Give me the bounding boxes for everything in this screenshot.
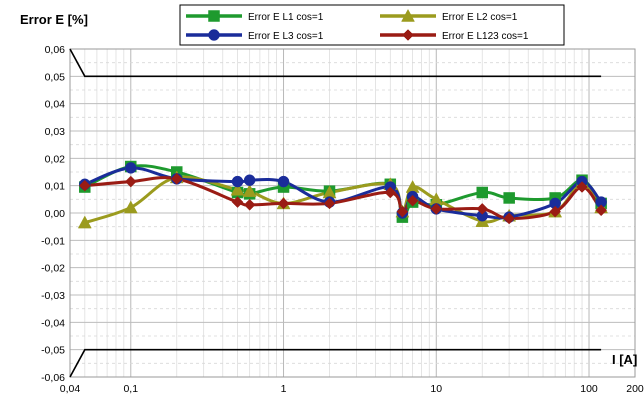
x-tick-label: 200 [626,383,644,395]
data-point-series-4 [595,204,607,217]
data-point-series-4 [549,205,561,218]
data-point-series-3 [231,175,244,188]
x-tick-label: 1 [281,383,287,395]
y-tick-label: -0,05 [41,345,65,357]
data-point-series-1 [503,192,515,204]
legend-box [179,4,565,46]
data-point-series-4 [406,194,419,207]
data-point-series-2 [123,200,138,214]
legend-swatch-marker [208,10,220,22]
limit-lines [69,48,602,378]
data-point-series-4 [231,196,244,208]
x-tick-label: 0,04 [60,383,81,395]
legend-label: Error E L123 cos=1 [442,31,529,42]
data-point-series-4 [277,197,290,210]
y-tick-label: -0,03 [41,290,65,302]
data-point-series-4 [430,203,443,215]
y-tick-label: -0,04 [41,317,65,329]
y-tick-label: 0,02 [45,153,66,165]
limit-line-upper [69,48,602,78]
data-point-series-3 [277,175,290,188]
legend-label: Error E L1 cos=1 [248,12,324,23]
grid [69,48,636,378]
series-markers [77,160,609,229]
data-point-series-3 [125,162,137,174]
data-point-series-4 [396,205,409,218]
data-point-series-3 [243,174,256,186]
legend-label: Error E L2 cos=1 [442,12,518,23]
legend-swatch-marker [402,29,414,41]
legend-swatch-marker [208,29,220,41]
y-axis-label: Error E [%] [20,12,88,27]
limit-line-lower [69,348,602,378]
legend: Error E L1 cos=1 Error E L2 cos=1 Error E … [179,4,565,46]
data-point-series-4 [78,179,91,192]
series-lines [83,164,603,225]
data-point-series-4 [323,197,336,210]
data-point-series-4 [384,186,397,199]
data-point-series-2 [77,215,92,229]
x-tick-label: 0,1 [123,383,138,395]
y-tick-label: 0,00 [45,208,66,220]
y-tick-label: 0,05 [45,71,66,83]
plot-frame [69,48,636,378]
y-tick-label: 0,01 [45,181,66,193]
y-tick-label: -0,02 [41,263,65,275]
y-tick-label: 0,06 [45,44,66,56]
data-point-series-4 [576,181,588,193]
data-point-series-4 [124,175,137,188]
x-tick-label: 100 [580,383,598,395]
data-point-series-4 [170,172,183,185]
y-tick-label: 0,04 [45,99,66,111]
data-point-series-4 [476,203,489,215]
x-tick-labels: 0,04 0,1 1 10 100 200 [60,383,644,395]
series-line-4 [83,176,603,221]
legend-label: Error E L3 cos=1 [248,31,324,42]
data-point-series-2 [230,182,245,196]
y-tick-label: -0,06 [41,372,65,384]
data-point-series-1 [476,186,489,199]
data-point-series-2 [242,184,257,197]
data-point-series-4 [503,212,516,225]
data-point-series-4 [243,198,256,211]
y-tick-label: 0,03 [45,126,66,138]
y-tick-label: -0,01 [41,235,65,247]
x-tick-label: 10 [430,383,442,395]
y-tick-labels: -0,06 -0,05 -0,04 -0,03 -0,02 -0,01 0,00 0,01 0,… [41,44,65,384]
legend-swatch-marker [401,8,415,22]
x-axis-label: I [A] [612,352,637,367]
